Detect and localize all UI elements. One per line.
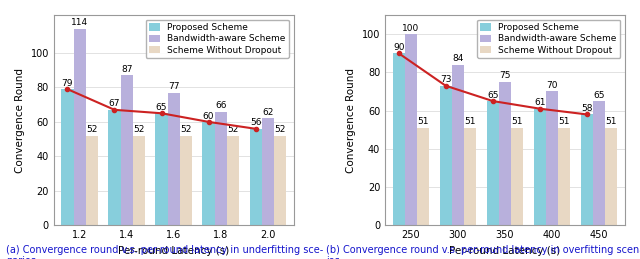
Bar <box>558 128 570 225</box>
X-axis label: Per-round Latency (s): Per-round Latency (s) <box>449 246 561 256</box>
Text: 62: 62 <box>262 108 273 117</box>
Bar <box>227 136 239 225</box>
Bar <box>215 112 227 225</box>
Text: 58: 58 <box>581 104 593 113</box>
Bar <box>546 91 558 225</box>
Bar <box>180 136 192 225</box>
Legend: Proposed Scheme, Bandwidth-aware Scheme, Scheme Without Dropout: Proposed Scheme, Bandwidth-aware Scheme,… <box>146 19 289 58</box>
Bar <box>108 110 120 225</box>
Bar <box>262 118 274 225</box>
Bar <box>86 136 98 225</box>
Text: 73: 73 <box>440 75 451 84</box>
Text: 77: 77 <box>168 82 180 91</box>
Bar <box>417 128 429 225</box>
Text: 52: 52 <box>133 125 145 134</box>
Text: 51: 51 <box>417 117 429 126</box>
Bar <box>392 53 404 225</box>
Bar <box>250 129 262 225</box>
Text: 51: 51 <box>511 117 523 126</box>
Bar <box>120 75 133 225</box>
Text: 61: 61 <box>534 98 545 107</box>
Bar <box>274 136 286 225</box>
Bar <box>593 101 605 225</box>
Text: 87: 87 <box>121 65 132 74</box>
Bar <box>74 29 86 225</box>
Bar <box>534 109 546 225</box>
Y-axis label: Convergence Round: Convergence Round <box>346 68 356 173</box>
Bar <box>452 65 464 225</box>
Bar <box>464 128 476 225</box>
Text: 51: 51 <box>605 117 617 126</box>
Bar <box>511 128 524 225</box>
Text: 70: 70 <box>547 81 558 90</box>
Legend: Proposed Scheme, Bandwidth-aware Scheme, Scheme Without Dropout: Proposed Scheme, Bandwidth-aware Scheme,… <box>477 19 621 58</box>
Text: 65: 65 <box>593 90 605 99</box>
Bar <box>499 82 511 225</box>
Text: 79: 79 <box>61 79 73 88</box>
Text: 65: 65 <box>156 103 167 112</box>
Bar <box>440 86 452 225</box>
Text: 52: 52 <box>86 125 97 134</box>
Text: 65: 65 <box>487 90 499 99</box>
X-axis label: Per-round Latency (s): Per-round Latency (s) <box>118 246 229 256</box>
Bar <box>580 114 593 225</box>
Text: 60: 60 <box>203 112 214 120</box>
Text: 67: 67 <box>109 99 120 109</box>
Text: 66: 66 <box>215 101 227 110</box>
Text: narios: narios <box>6 256 36 259</box>
Text: 51: 51 <box>559 117 570 126</box>
Text: 52: 52 <box>180 125 192 134</box>
Bar <box>486 101 499 225</box>
Text: 100: 100 <box>403 24 419 33</box>
Text: (a) Convergence round v.s. per-round latency in underfitting sce-: (a) Convergence round v.s. per-round lat… <box>6 245 324 255</box>
Text: 114: 114 <box>71 18 88 27</box>
Bar <box>168 92 180 225</box>
Text: 84: 84 <box>452 54 463 63</box>
Text: 52: 52 <box>275 125 286 134</box>
Bar <box>133 136 145 225</box>
Text: (b) Convergence round v.s. per-round latency in overfitting scenar-: (b) Convergence round v.s. per-round lat… <box>326 245 640 255</box>
Text: 52: 52 <box>227 125 239 134</box>
Text: 51: 51 <box>465 117 476 126</box>
Text: 90: 90 <box>393 43 404 52</box>
Text: ios: ios <box>326 256 340 259</box>
Bar <box>404 34 417 225</box>
Bar <box>156 113 168 225</box>
Y-axis label: Convergence Round: Convergence Round <box>15 68 25 173</box>
Text: 56: 56 <box>250 118 261 127</box>
Text: 75: 75 <box>499 71 511 80</box>
Bar <box>202 122 215 225</box>
Bar <box>605 128 618 225</box>
Bar <box>61 89 74 225</box>
